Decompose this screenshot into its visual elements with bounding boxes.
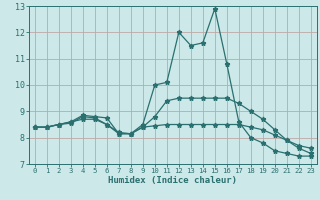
X-axis label: Humidex (Indice chaleur): Humidex (Indice chaleur) [108, 176, 237, 185]
